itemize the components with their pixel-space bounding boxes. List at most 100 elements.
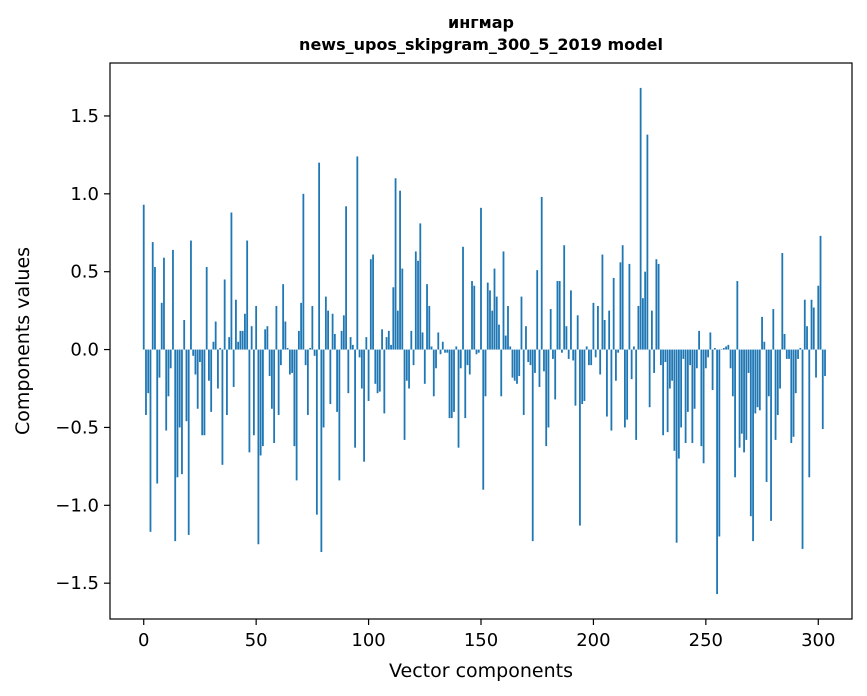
bar-65: [288, 349, 291, 375]
bar-142: [462, 246, 464, 350]
bar-199: [590, 349, 593, 366]
bar-253: [711, 349, 714, 391]
bar-182: [552, 349, 554, 359]
bar-123: [419, 223, 422, 350]
bar-130: [435, 349, 437, 369]
bar-264: [736, 281, 739, 350]
bar-244: [691, 349, 694, 444]
bar-139: [455, 346, 458, 350]
bar-271: [752, 349, 754, 542]
bar-140: [457, 349, 460, 448]
bar-260: [727, 344, 730, 350]
bar-109: [387, 330, 390, 350]
bar-214: [624, 349, 626, 428]
bar-48: [250, 326, 253, 350]
bar-204: [601, 254, 604, 350]
bar-212: [619, 262, 622, 350]
bar-87: [338, 349, 341, 481]
bar-203: [599, 349, 602, 375]
bar-86: [336, 349, 338, 412]
bar-186: [561, 349, 563, 353]
bar-230: [659, 349, 662, 366]
bar-15: [176, 349, 179, 478]
bar-23: [194, 349, 197, 375]
bar-6: [156, 349, 159, 484]
bar-239: [680, 349, 683, 428]
x-axis-label: Vector components: [389, 660, 573, 682]
bar-128: [430, 346, 433, 350]
bar-7: [158, 349, 161, 378]
bar-122: [417, 260, 419, 350]
bar-66: [291, 349, 294, 373]
bar-117: [405, 349, 408, 381]
bar-194: [579, 349, 581, 526]
bar-90: [345, 206, 347, 350]
bar-127: [428, 305, 431, 350]
bar-183: [554, 349, 557, 400]
bar-61: [279, 349, 282, 366]
bar-297: [810, 299, 813, 350]
bar-277: [765, 349, 768, 482]
bar-59: [275, 305, 278, 350]
bar-9: [163, 257, 165, 350]
bar-95: [356, 156, 359, 350]
bar-250: [704, 349, 707, 369]
y-tick-label-1: −1.0: [55, 495, 99, 516]
bar-108: [385, 337, 388, 350]
bar-249: [702, 349, 705, 464]
bar-213: [621, 245, 624, 350]
bar-184: [556, 281, 559, 350]
bar-72: [304, 349, 307, 366]
bar-232: [664, 349, 667, 363]
bar-121: [414, 251, 417, 350]
bar-40: [232, 349, 235, 387]
bar-299: [815, 349, 817, 378]
bar-133: [441, 341, 444, 350]
bar-155: [491, 310, 494, 350]
bar-99: [365, 337, 368, 350]
bar-178: [543, 349, 545, 372]
bar-163: [509, 346, 512, 350]
bar-246: [695, 349, 698, 369]
bar-81: [324, 296, 327, 350]
bar-274: [758, 349, 761, 411]
bar-276: [763, 341, 766, 350]
bar-226: [650, 310, 653, 350]
bar-78: [318, 162, 321, 350]
bar-132: [439, 349, 442, 355]
bar-14: [174, 349, 177, 542]
bar-303: [824, 349, 826, 377]
bar-69: [297, 330, 300, 350]
y-axis-ticks: −1.5 −1.0 −0.5 0.0 0.5 1.0 1.5: [55, 106, 110, 594]
bar-245: [693, 349, 696, 409]
bar-26: [201, 349, 204, 436]
bar-167: [518, 349, 521, 377]
bar-222: [641, 298, 644, 350]
bar-283: [779, 349, 781, 389]
bar-45: [244, 313, 246, 350]
bar-85: [333, 333, 336, 350]
bar-152: [484, 349, 487, 397]
bar-35: [221, 349, 224, 465]
bar-47: [248, 349, 251, 453]
bar-172: [529, 349, 532, 366]
bar-148: [475, 349, 478, 355]
bar-290: [794, 349, 797, 394]
bar-68: [295, 349, 298, 481]
bar-154: [489, 290, 491, 350]
bar-282: [776, 349, 779, 415]
bar-240: [682, 349, 685, 359]
bar-255: [716, 349, 718, 595]
bar-144: [466, 349, 469, 366]
bar-134: [444, 349, 446, 353]
bar-259: [725, 346, 727, 350]
bar-89: [342, 315, 345, 350]
bar-10: [165, 349, 168, 431]
bar-30: [210, 349, 213, 412]
bar-223: [644, 271, 647, 350]
bar-254: [713, 348, 716, 350]
bar-106: [381, 329, 383, 350]
bar-50: [255, 305, 258, 350]
bar-293: [801, 349, 804, 549]
bar-174: [534, 349, 536, 373]
